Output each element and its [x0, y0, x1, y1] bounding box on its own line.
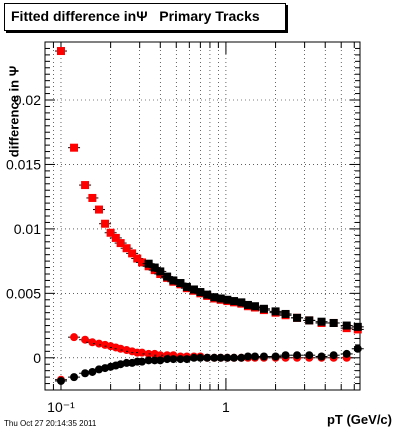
x-tick-label: 1: [222, 399, 230, 415]
data-point-square: [216, 294, 225, 303]
y-tick-label: 0.01: [14, 221, 41, 237]
plot-frame: [44, 41, 361, 391]
data-point-circle: [163, 355, 172, 364]
data-point-circle: [259, 352, 268, 361]
data-point-square: [196, 288, 205, 297]
y-tick-label: 0.02: [14, 92, 41, 108]
data-point-square: [305, 316, 314, 325]
data-point-square: [230, 297, 239, 306]
y-tick-label: 0.005: [6, 285, 41, 301]
data-point-square: [56, 47, 65, 56]
timestamp: Thu Oct 27 20:14:35 2011: [4, 419, 97, 428]
data-point-square: [182, 282, 191, 291]
data-point-square: [70, 143, 79, 152]
data-point-square: [210, 293, 219, 302]
data-point-square: [122, 244, 131, 253]
data-point-circle: [138, 357, 147, 366]
data-point-circle: [305, 351, 314, 360]
data-point-circle: [81, 335, 90, 344]
data-point-circle: [196, 353, 205, 362]
data-point-square: [189, 285, 198, 294]
data-point-square: [243, 300, 252, 309]
data-point-circle: [88, 367, 97, 376]
data-point-square: [138, 258, 147, 267]
data-point-circle: [203, 353, 212, 362]
data-point-circle: [216, 353, 225, 362]
data-point-circle: [94, 339, 103, 348]
chart-title: Fitted difference inΨ Primary Tracks: [11, 8, 260, 24]
data-point-circle: [156, 356, 165, 365]
data-point-square: [81, 181, 90, 190]
data-point-square: [128, 249, 137, 258]
data-point-square: [133, 254, 142, 263]
data-point-circle: [176, 355, 185, 364]
data-point-square: [203, 290, 212, 299]
data-point-square: [293, 313, 302, 322]
x-tick-label: 10⁻¹: [47, 399, 75, 415]
data-point-square: [116, 239, 125, 248]
data-point-circle: [329, 351, 338, 360]
data-point-circle: [144, 349, 153, 358]
data-point-circle: [342, 349, 351, 358]
y-tick-label: 0: [33, 350, 41, 366]
data-point-square: [169, 276, 178, 285]
data-point-circle: [250, 352, 259, 361]
data-point-circle: [353, 344, 362, 353]
data-point-square: [329, 318, 338, 327]
data-point-circle: [189, 353, 198, 362]
data-point-square: [271, 307, 280, 316]
data-point-circle: [138, 348, 147, 357]
data-point-square: [342, 321, 351, 330]
data-point-square: [101, 219, 110, 228]
data-point-circle: [243, 352, 252, 361]
data-point-circle: [182, 355, 191, 364]
data-point-square: [150, 263, 159, 272]
data-point-circle: [271, 352, 280, 361]
data-point-circle: [317, 352, 326, 361]
data-point-circle: [94, 365, 103, 374]
data-marks: [54, 47, 364, 385]
data-point-square: [156, 267, 165, 276]
data-point-square: [88, 193, 97, 202]
data-point-square: [353, 322, 362, 331]
data-point-circle: [56, 376, 65, 385]
y-axis-label: difference in Ψ: [6, 65, 22, 158]
data-point-square: [259, 304, 268, 313]
data-point-square: [281, 309, 290, 318]
axis-ticks: 0 0.005 0.01 0.015 0.02 10⁻¹ 1: [6, 41, 360, 415]
data-point-square: [250, 302, 259, 311]
data-point-circle: [169, 355, 178, 364]
data-point-square: [111, 233, 120, 242]
data-point-square: [163, 272, 172, 281]
data-point-circle: [281, 351, 290, 360]
data-point-circle: [237, 353, 246, 362]
data-point-circle: [116, 344, 125, 353]
grid-lines: [44, 42, 360, 390]
y-tick-label: 0.015: [6, 156, 41, 172]
data-point-square: [144, 259, 153, 268]
data-point-circle: [70, 333, 79, 342]
data-point-square: [176, 279, 185, 288]
data-point-circle: [223, 353, 232, 362]
data-point-circle: [70, 373, 79, 382]
data-point-circle: [210, 353, 219, 362]
data-point-square: [223, 295, 232, 304]
chart-title-box: Fitted difference inΨ Primary Tracks: [4, 3, 286, 31]
data-point-square: [94, 205, 103, 214]
data-point-circle: [116, 360, 125, 369]
data-point-square: [317, 317, 326, 326]
data-point-circle: [88, 338, 97, 347]
data-point-circle: [144, 356, 153, 365]
data-point-square: [237, 298, 246, 307]
data-point-circle: [230, 353, 239, 362]
data-point-square: [106, 228, 115, 237]
data-point-circle: [81, 369, 90, 378]
x-axis-label: pT (GeV/c): [326, 412, 392, 427]
data-point-circle: [293, 351, 302, 360]
